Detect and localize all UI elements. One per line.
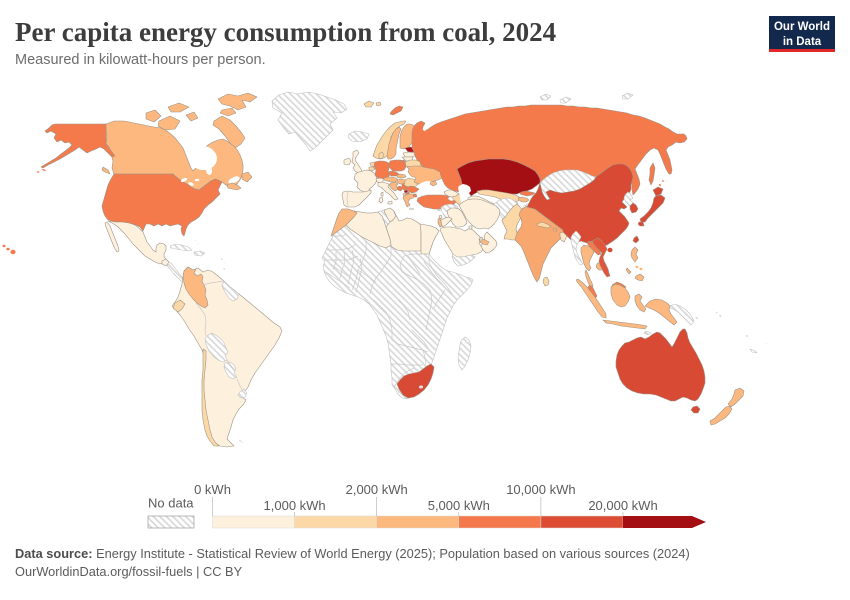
svg-text:20,000 kWh: 20,000 kWh [588, 498, 657, 513]
svg-text:10,000 kWh: 10,000 kWh [506, 482, 575, 497]
svg-text:5,000 kWh: 5,000 kWh [428, 498, 490, 513]
svg-text:0 kWh: 0 kWh [194, 482, 231, 497]
svg-text:1,000 kWh: 1,000 kWh [264, 498, 326, 513]
svg-text:No data: No data [148, 496, 194, 511]
svg-text:2,000 kWh: 2,000 kWh [346, 482, 408, 497]
